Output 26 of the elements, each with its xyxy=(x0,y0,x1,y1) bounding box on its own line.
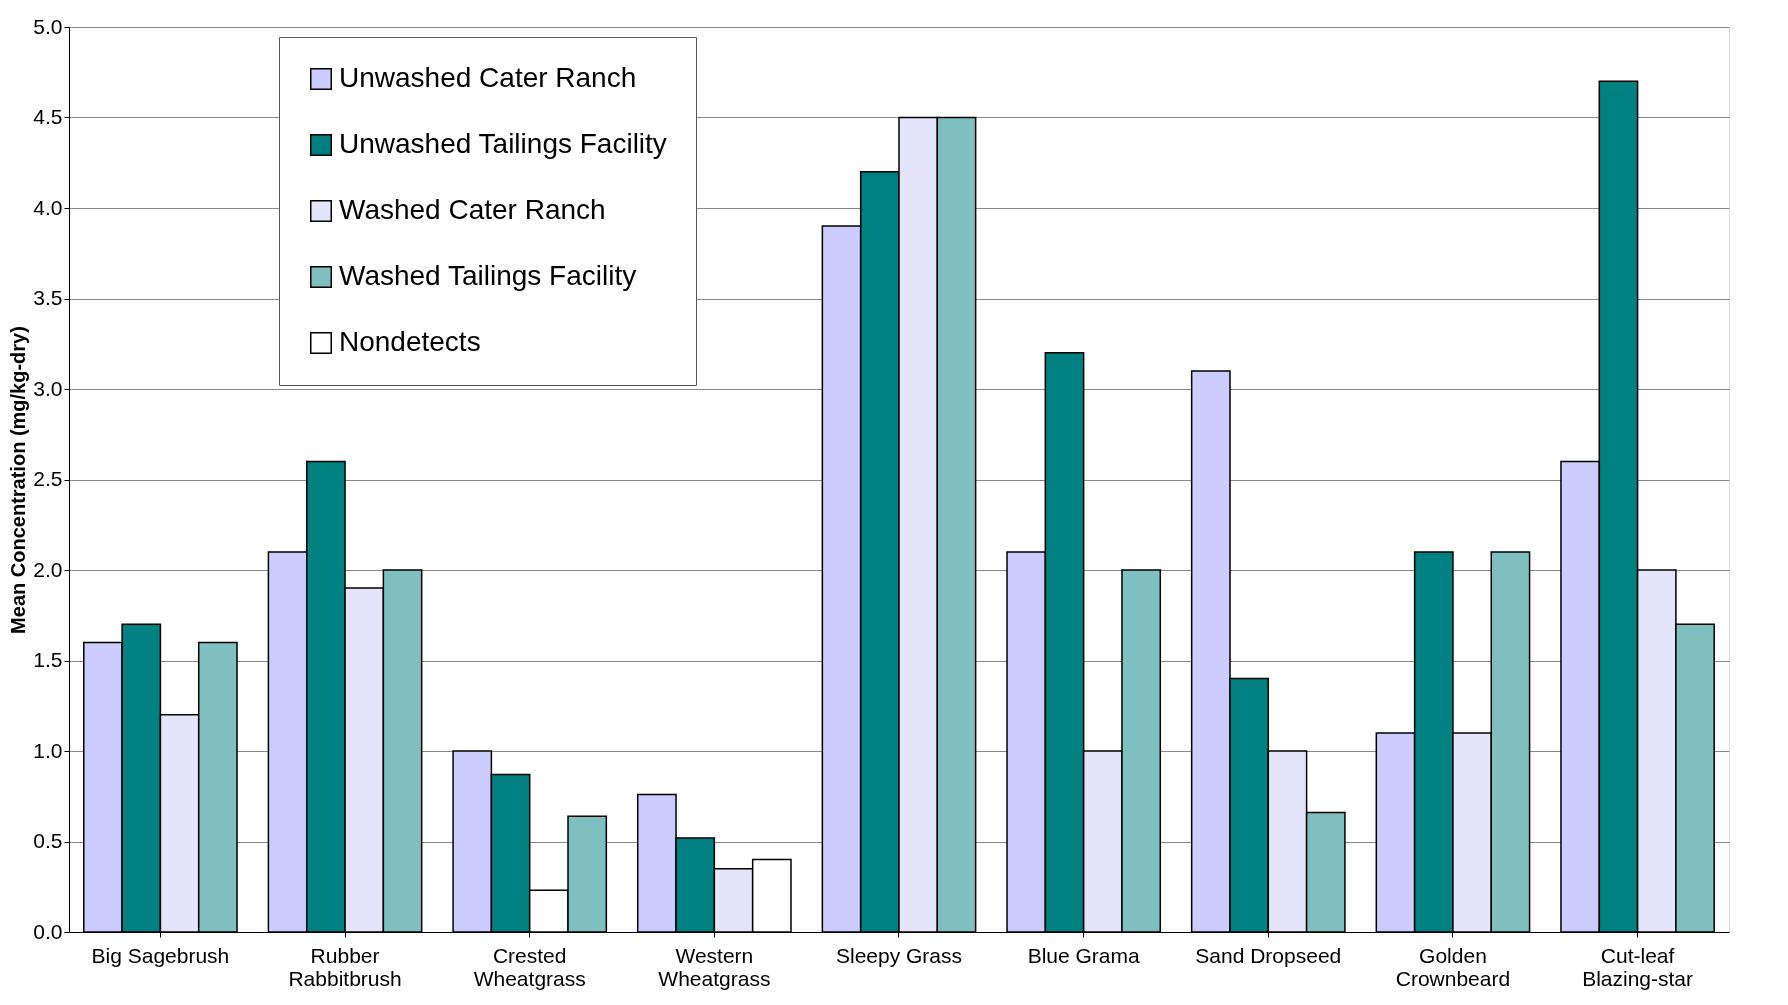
y-axis-title: Mean Concentration (mg/kg-dry) xyxy=(7,326,30,634)
x-tick-label: Western Wheatgrass xyxy=(658,943,771,990)
x-tick-label: Rubber Rabbitbrush xyxy=(288,943,402,990)
legend-label: Washed Cater Ranch xyxy=(339,194,606,225)
x-tick-label: Sleepy Grass xyxy=(835,943,963,967)
y-tick-label: 2.0 xyxy=(33,557,63,581)
legend-label: Unwashed Cater Ranch xyxy=(339,62,637,93)
y-tick-label: 0.0 xyxy=(33,919,63,943)
x-tick-label: Blue Grama xyxy=(1027,943,1140,967)
legend-label: Unwashed Tailings Facility xyxy=(339,128,667,159)
x-tick-label: Cut-leaf Blazing-star xyxy=(1582,943,1694,990)
legend-label: Nondetects xyxy=(339,326,481,357)
legend-label: Washed Tailings Facility xyxy=(339,260,637,291)
y-tick-label: 4.5 xyxy=(33,105,63,128)
y-tick-label: 0.5 xyxy=(33,829,63,852)
x-tick-label: Golden Crownbeard xyxy=(1395,943,1511,990)
y-tick-label: 5.0 xyxy=(33,14,63,38)
y-tick-label: 1.5 xyxy=(33,648,63,671)
x-tick-label: Crested Wheatgrass xyxy=(473,943,586,990)
x-tick-label: Big Sagebrush xyxy=(91,943,230,967)
y-tick-label: 2.5 xyxy=(33,467,63,490)
y-tick-label: 3.0 xyxy=(33,376,63,400)
y-tick-label: 3.5 xyxy=(33,286,63,309)
x-tick-label: Sand Dropseed xyxy=(1195,943,1342,967)
y-tick-label: 1.0 xyxy=(33,738,63,762)
y-tick-label: 4.0 xyxy=(33,195,63,219)
